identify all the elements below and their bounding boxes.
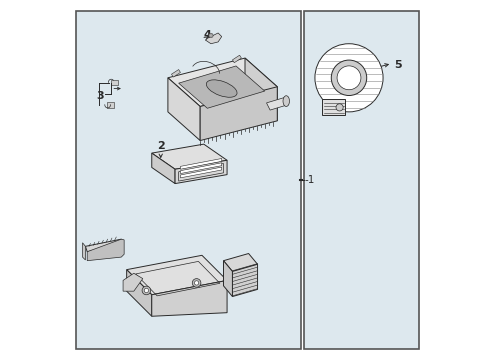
Polygon shape <box>245 58 277 121</box>
Polygon shape <box>232 55 242 63</box>
Polygon shape <box>205 33 221 44</box>
Polygon shape <box>123 273 143 291</box>
Circle shape <box>192 279 201 287</box>
Circle shape <box>144 288 148 293</box>
Polygon shape <box>126 270 152 316</box>
Polygon shape <box>152 153 175 184</box>
Polygon shape <box>179 66 265 108</box>
Bar <box>322 99 345 116</box>
Polygon shape <box>232 264 258 297</box>
Polygon shape <box>267 98 288 110</box>
Polygon shape <box>180 163 221 174</box>
Bar <box>304 12 419 348</box>
Bar <box>111 80 118 85</box>
Text: 2: 2 <box>157 141 165 151</box>
Polygon shape <box>152 144 227 169</box>
Polygon shape <box>168 78 200 140</box>
Circle shape <box>331 60 367 95</box>
Text: 3: 3 <box>96 91 103 101</box>
Polygon shape <box>85 239 123 252</box>
Text: 5: 5 <box>394 60 401 70</box>
Polygon shape <box>152 280 227 316</box>
Polygon shape <box>82 243 85 260</box>
Polygon shape <box>87 239 124 261</box>
Ellipse shape <box>206 80 237 97</box>
Circle shape <box>336 104 343 111</box>
Polygon shape <box>180 158 221 169</box>
Ellipse shape <box>283 96 290 107</box>
Polygon shape <box>223 253 258 271</box>
Bar <box>107 102 114 108</box>
Text: -1: -1 <box>305 175 315 185</box>
Polygon shape <box>180 167 221 178</box>
Circle shape <box>209 33 213 38</box>
Polygon shape <box>126 255 227 295</box>
Polygon shape <box>175 160 227 184</box>
Polygon shape <box>223 261 232 297</box>
Bar <box>76 12 300 348</box>
Polygon shape <box>168 58 277 107</box>
Circle shape <box>195 281 199 285</box>
Text: 4: 4 <box>203 30 211 40</box>
Circle shape <box>142 286 151 295</box>
Circle shape <box>315 44 383 112</box>
Polygon shape <box>200 87 277 140</box>
Circle shape <box>337 66 361 90</box>
Polygon shape <box>172 69 180 77</box>
